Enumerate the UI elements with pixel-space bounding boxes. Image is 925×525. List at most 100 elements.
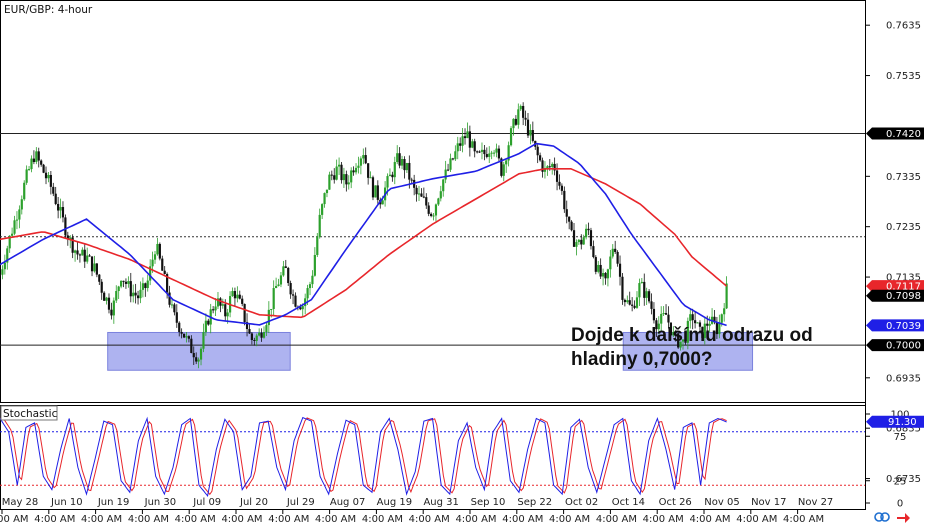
- candle-214: [517, 103, 520, 129]
- stochastic-tick-label-2: 25: [894, 476, 907, 487]
- candle-277: [669, 322, 672, 341]
- candle-259: [626, 295, 629, 304]
- stochastic-label: Stochastic: [3, 408, 58, 420]
- link-icon[interactable]: [874, 512, 890, 522]
- candle-64: [153, 250, 157, 264]
- candle-181: [437, 197, 440, 206]
- time-hour-label-5: 4:00 AM: [221, 514, 262, 525]
- candle-300: [725, 276, 728, 309]
- time-date-label-5: Jul 20: [239, 497, 268, 508]
- price-tick-label-9: 0.6935: [886, 373, 921, 384]
- time-hour-label-1: 4:00 AM: [34, 514, 75, 525]
- candle-230: [555, 163, 559, 191]
- candle-42: [100, 279, 103, 300]
- candle-189: [456, 136, 459, 160]
- candle-284: [686, 317, 689, 350]
- candle-274: [662, 306, 665, 317]
- candle-23: [54, 186, 57, 206]
- candle-252: [609, 249, 612, 278]
- candle-101: [243, 303, 246, 326]
- candle-129: [311, 270, 314, 289]
- candle-1: [1, 265, 4, 280]
- candle-209: [505, 158, 508, 173]
- candle-71: [170, 299, 174, 309]
- candle-183: [442, 178, 445, 197]
- candle-161: [388, 168, 392, 177]
- candle-242: [585, 224, 588, 240]
- candle-118: [284, 259, 287, 269]
- candle-78: [187, 335, 191, 343]
- candle-105: [253, 337, 256, 346]
- candle-225: [543, 161, 547, 179]
- time-date-label-13: Oct 14: [612, 497, 645, 508]
- candle-179: [432, 212, 435, 221]
- candle-190: [459, 137, 462, 151]
- candle-75: [180, 328, 183, 339]
- candle-135: [325, 189, 329, 198]
- candle-92: [221, 298, 224, 309]
- candle-266: [643, 273, 646, 306]
- candle-61: [146, 274, 149, 292]
- candle-260: [628, 291, 631, 306]
- candle-53: [127, 276, 130, 288]
- candle-20: [47, 172, 50, 183]
- candle-149: [359, 156, 362, 175]
- candle-5: [11, 227, 14, 238]
- time-date-label-1: Jun 10: [50, 497, 83, 508]
- candle-200: [483, 144, 486, 161]
- candle-31: [73, 249, 77, 262]
- candle-224: [541, 157, 544, 178]
- time-date-label-12: Oct 02: [565, 497, 598, 508]
- candle-119: [287, 266, 290, 286]
- candle-147: [354, 163, 358, 175]
- time-hour-label-14: 4:00 AM: [643, 514, 684, 525]
- candle-182: [439, 185, 442, 202]
- candle-142: [342, 167, 346, 188]
- candle-170: [410, 177, 413, 184]
- candle-253: [611, 244, 614, 259]
- candle-9: [20, 195, 23, 215]
- candle-175: [422, 187, 425, 199]
- candle-249: [601, 268, 605, 286]
- candle-34: [81, 247, 84, 256]
- candle-82: [197, 357, 200, 369]
- candle-198: [478, 150, 481, 154]
- candle-164: [396, 145, 399, 165]
- stochastic-tick-label-0: 100: [890, 410, 909, 421]
- candle-14: [32, 150, 36, 165]
- time-hour-label-12: 4:00 AM: [549, 514, 590, 525]
- candle-100: [241, 295, 244, 307]
- candle-267: [645, 287, 648, 306]
- candle-121: [291, 289, 295, 305]
- candle-219: [529, 124, 532, 145]
- arrow-right-icon[interactable]: [897, 513, 910, 523]
- candle-137: [330, 170, 333, 181]
- candle-15: [35, 147, 38, 165]
- candle-258: [623, 298, 626, 307]
- price-tag-4: 0.7000: [866, 339, 924, 352]
- candle-30: [71, 234, 74, 259]
- candle-239: [577, 238, 580, 245]
- candle-131: [316, 233, 319, 258]
- candle-178: [430, 212, 433, 218]
- candle-206: [497, 145, 501, 162]
- price-tick-label-5: 0.7135: [886, 273, 921, 284]
- candle-27: [64, 214, 67, 239]
- time-date-label-15: Nov 05: [704, 497, 739, 508]
- candle-24: [57, 197, 60, 219]
- candle-270: [652, 302, 656, 324]
- candle-7: [15, 211, 19, 230]
- candle-280: [677, 331, 680, 349]
- candle-245: [592, 240, 595, 259]
- price-tick-label-11: 0.6735: [886, 474, 921, 485]
- candle-268: [647, 289, 651, 304]
- candle-50: [120, 280, 123, 289]
- candle-254: [614, 240, 617, 254]
- candle-136: [328, 171, 331, 190]
- candle-89: [214, 298, 217, 316]
- candle-251: [606, 268, 610, 287]
- candle-74: [178, 321, 181, 337]
- candle-173: [417, 185, 421, 201]
